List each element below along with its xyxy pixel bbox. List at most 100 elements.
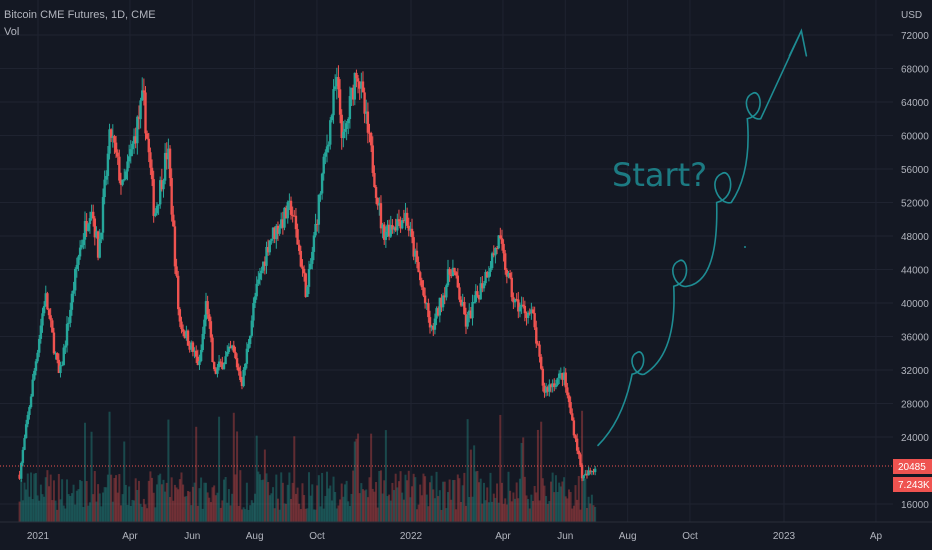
candle-body [250, 320, 253, 336]
candle-body [551, 383, 554, 388]
volume-bar [373, 491, 376, 522]
candle-body [536, 343, 540, 345]
candle-body [20, 462, 23, 479]
candle-body [232, 345, 235, 352]
candle-body [119, 180, 123, 185]
volume-bar [404, 474, 407, 522]
candle-body [57, 359, 61, 373]
candle-body [126, 161, 129, 172]
candle-body [224, 356, 227, 365]
volume-legend[interactable]: Vol [4, 26, 20, 38]
symbol-title[interactable]: Bitcoin CME Futures, 1D, CME [4, 9, 156, 21]
volume-bar [484, 500, 487, 522]
candle-body [83, 221, 87, 240]
volume-bar [530, 494, 533, 522]
candle-body [585, 473, 589, 476]
volume-bar [36, 495, 39, 522]
volume-bar [162, 479, 165, 522]
candle-body [366, 111, 370, 133]
candle-body [401, 220, 404, 229]
volume-bar [101, 492, 104, 522]
last-price-label: 20485 [898, 462, 926, 473]
candle-body [118, 156, 121, 181]
candle-body [433, 318, 437, 330]
time-tick-label: Aug [246, 531, 264, 542]
candle-body [212, 362, 216, 370]
candle-body [44, 293, 47, 307]
volume-bar [556, 491, 559, 522]
price-tick-label: 28000 [901, 400, 929, 411]
volume-bar [257, 471, 260, 522]
volume-bar [191, 486, 194, 522]
candle-body [533, 313, 536, 328]
candle-body [239, 371, 242, 380]
candle-body [520, 304, 523, 307]
volume-bar [433, 498, 436, 522]
volume-bar [206, 492, 209, 522]
volume-bar [468, 497, 471, 522]
volume-bar [491, 501, 494, 522]
volume-bar [425, 494, 428, 522]
volume-bar [195, 426, 198, 522]
price-tick-label: 64000 [901, 98, 929, 109]
volume-bar [110, 474, 113, 522]
candle-body [194, 350, 198, 357]
last-price-badge[interactable] [893, 459, 932, 474]
volume-bar [419, 484, 422, 522]
candle-body [23, 438, 26, 450]
volume-bar [87, 505, 90, 522]
candle-body [95, 231, 98, 238]
candle-body [260, 270, 263, 274]
volume-bar [422, 473, 425, 522]
volume-bar [492, 493, 495, 522]
price-tick-label: 16000 [901, 500, 929, 511]
volume-bar [440, 509, 443, 522]
candle-body [494, 247, 497, 256]
volume-bar [178, 479, 181, 522]
volume-bar [363, 490, 366, 522]
volume-bar [496, 483, 499, 522]
volume-bar [93, 471, 96, 522]
candle-body [229, 346, 232, 349]
volume-bar [561, 481, 564, 522]
volume-bar [296, 487, 299, 522]
volume-bar [535, 492, 538, 522]
candle-body [178, 309, 182, 322]
candle-body [391, 225, 394, 230]
projection-drawing [597, 28, 808, 447]
candle-body [291, 214, 294, 216]
volume-bar [18, 501, 21, 522]
volume-bar [384, 430, 387, 522]
candle-body [34, 361, 38, 371]
volume-bar [482, 482, 485, 522]
candle-body [309, 263, 312, 269]
candle-body [575, 438, 579, 451]
volume-bar [579, 509, 582, 522]
candle-body [204, 301, 208, 320]
price-tick-label: 48000 [901, 232, 929, 243]
volume-bar [211, 487, 214, 522]
volume-bar [443, 481, 446, 522]
candle-body [468, 310, 471, 316]
candle-body [319, 193, 322, 195]
volume-bar [265, 473, 268, 522]
candle-body [384, 231, 388, 240]
candle-body [162, 180, 165, 190]
candle-body [418, 272, 422, 281]
volume-bar [489, 472, 492, 522]
candle-body [504, 253, 507, 270]
candle-body [436, 308, 440, 316]
candle-body [188, 345, 191, 350]
candle-body [307, 268, 311, 287]
last-volume-badge[interactable] [893, 477, 932, 492]
candle-body [103, 179, 106, 198]
volume-bar [322, 508, 325, 522]
volume-bar [429, 482, 432, 522]
volume-bar [572, 505, 575, 522]
volume-bar [509, 490, 512, 522]
volume-bar [533, 486, 536, 522]
candle-body [351, 87, 355, 100]
candle-body [325, 146, 329, 153]
volume-bar [242, 507, 245, 522]
